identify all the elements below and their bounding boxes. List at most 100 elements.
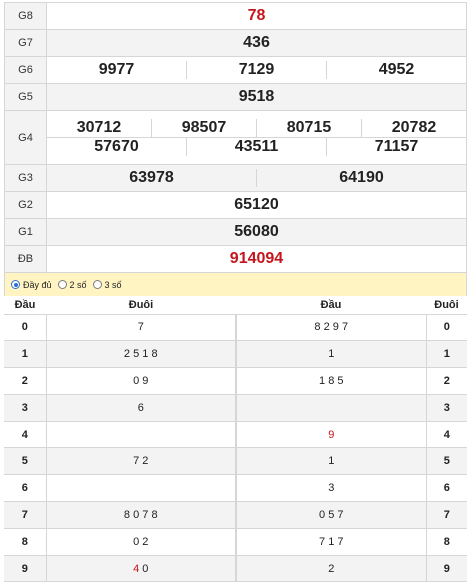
row-tail-digit: 4	[426, 421, 467, 449]
header-duoi: Đuôi	[426, 296, 467, 315]
prize-number: 9977	[98, 61, 135, 78]
row-head-digit: 4	[4, 421, 47, 449]
option-three-digits[interactable]: 3 số	[92, 279, 122, 290]
prize-label: G1	[4, 218, 47, 246]
row-tail-digits: 8 0 7 8	[46, 501, 237, 529]
prize-number: 98507	[151, 119, 256, 137]
prize-row-g5: G5 9518	[4, 83, 467, 111]
prize-number: 7129	[186, 61, 326, 79]
radio-selected-icon[interactable]	[11, 280, 20, 289]
prize-row-g2: G2 65120	[4, 191, 467, 219]
option-label: 3 số	[104, 279, 122, 290]
prize-row-g1: G1 56080	[4, 218, 467, 246]
row-tail-digits	[46, 474, 237, 503]
prize-label: G2	[4, 191, 47, 219]
row-head-digit: 7	[4, 501, 47, 529]
option-label: 2 số	[69, 279, 87, 290]
prize-number: 65120	[234, 196, 279, 213]
row-tail-digits: 4 0	[46, 555, 237, 583]
row-head-digits: 1	[235, 340, 427, 369]
row-head-digit: 5	[4, 447, 47, 476]
row-head-digits: 8 2 9 7	[235, 314, 427, 342]
row-head-digit: 2	[4, 367, 47, 395]
prize-number: 4952	[326, 61, 466, 79]
display-options-bar: Đầy đủ 2 số 3 số	[4, 273, 467, 296]
prize-label: G4	[4, 110, 47, 165]
prize-label: ĐB	[4, 245, 47, 273]
row-head-digit: 8	[4, 528, 47, 556]
lottery-result-panel: G8 78 G7 436 G6 9977 7129 4952 G5 9518 G…	[4, 2, 467, 583]
row-tail-digit: 8	[426, 528, 467, 556]
loto-header-row: Đầu Đuôi Đầu Đuôi	[4, 296, 467, 315]
row-tail-digits: 0 2	[46, 528, 237, 556]
prize-number: 80715	[256, 119, 361, 137]
radio-icon[interactable]	[57, 280, 67, 289]
header-dau: Đầu	[4, 296, 46, 315]
prize-number: 20782	[361, 119, 466, 137]
row-tail-digits: 2 5 1 8	[46, 340, 237, 369]
option-label: Đầy đủ	[23, 279, 52, 290]
prize-number: 436	[243, 34, 270, 51]
prize-number: 43511	[186, 138, 326, 156]
row-tail-digits: 7 2	[46, 447, 237, 476]
row-head-digits: 9	[235, 421, 427, 449]
prize-number: 63978	[129, 169, 174, 186]
row-tail-digit: 9	[426, 555, 467, 583]
row-tail-digit: 5	[426, 447, 467, 476]
prize-row-g3: G3 63978 64190	[4, 164, 467, 192]
row-tail-digit: 0	[426, 314, 467, 342]
prize-label: G6	[4, 56, 47, 84]
prize-number: 9518	[238, 88, 275, 105]
header-duoi: Đuôi	[46, 296, 236, 315]
prize-row-g8: G8 78	[4, 2, 467, 30]
row-head-digits: 1 8 5	[235, 367, 427, 395]
prize-row-g7: G7 436	[4, 29, 467, 57]
row-head-digit: 1	[4, 340, 47, 369]
radio-icon[interactable]	[92, 280, 102, 289]
prize-table: G8 78 G7 436 G6 9977 7129 4952 G5 9518 G…	[4, 2, 467, 273]
prize-number: 64190	[256, 169, 466, 187]
row-head-digits: 3	[235, 474, 427, 503]
row-tail-digits: 6	[46, 394, 237, 422]
row-head-digit: 0	[4, 314, 47, 342]
prize-number: 30712	[76, 119, 122, 136]
row-head-digit: 9	[4, 555, 47, 583]
row-head-digits: 1	[235, 447, 427, 476]
row-tail-digit: 7	[426, 501, 467, 529]
prize-row-g4: G4 30712 98507 80715 20782 57670 43511 7…	[4, 110, 467, 165]
row-head-digits: 0 5 7	[235, 501, 427, 529]
row-head-digits: 2	[235, 555, 427, 583]
row-tail-digits: 7	[46, 314, 237, 342]
row-head-digits	[235, 394, 427, 422]
prize-label: G3	[4, 164, 47, 192]
row-tail-digit: 1	[426, 340, 467, 369]
row-head-digits: 7 1 7	[235, 528, 427, 556]
row-tail-digits: 0 9	[46, 367, 237, 395]
row-tail-digits	[46, 421, 237, 449]
prize-row-special: ĐB 914094	[4, 245, 467, 273]
prize-number: 57670	[94, 138, 139, 155]
option-full[interactable]: Đầy đủ	[11, 280, 52, 290]
row-head-digit: 3	[4, 394, 47, 422]
prize-number: 56080	[234, 223, 279, 240]
row-head-digit: 6	[4, 474, 47, 503]
row-tail-digit: 6	[426, 474, 467, 503]
header-dau: Đầu	[236, 296, 426, 315]
prize-row-g6: G6 9977 7129 4952	[4, 56, 467, 84]
prize-number: 78	[247, 7, 266, 24]
prize-label: G5	[4, 83, 47, 111]
prize-number: 71157	[326, 138, 466, 156]
option-two-digits[interactable]: 2 số	[57, 279, 87, 290]
row-tail-digit: 2	[426, 367, 467, 395]
